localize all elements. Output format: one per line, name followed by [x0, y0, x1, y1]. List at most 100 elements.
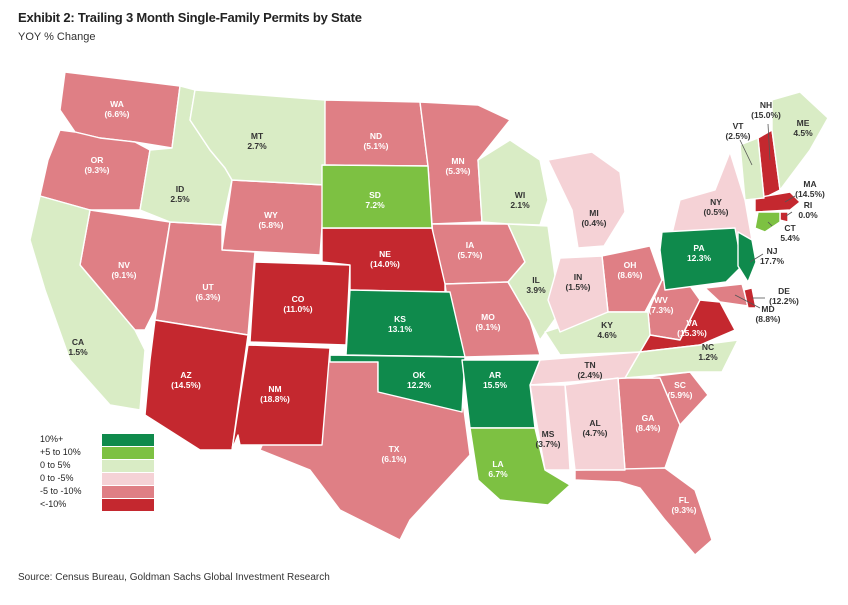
label-va-abbr: VA	[686, 318, 697, 328]
label-ut-abbr: UT	[202, 282, 214, 292]
state-MI	[547, 151, 626, 249]
label-in-abbr: IN	[574, 272, 583, 282]
svg-text:UT(6.3%): UT (6.3%)	[195, 282, 220, 302]
svg-text:TN(2.4%): TN (2.4%)	[577, 360, 602, 380]
label-mt-abbr: MT	[251, 131, 264, 141]
svg-text:CO(11.0%): CO (11.0%)	[283, 294, 312, 314]
label-vt-value: (2.5%)	[725, 131, 750, 141]
label-sc-abbr: SC	[674, 380, 686, 390]
label-wi-value: 2.1%	[510, 200, 530, 210]
label-wv-abbr: WV	[654, 295, 668, 305]
label-ma-value: (14.5%)	[795, 189, 825, 199]
map-legend: 10%+ +5 to 10% 0 to 5% 0 to -5% -5 to -1…	[40, 433, 155, 511]
label-ri-abbr: RI	[804, 200, 813, 210]
label-ny-abbr: NY	[710, 197, 722, 207]
label-de-value: (12.2%)	[769, 296, 799, 306]
legend-item: 0 to 5%	[40, 459, 155, 472]
label-tn-value: (2.4%)	[577, 370, 602, 380]
label-la-value: 6.7%	[488, 469, 508, 479]
svg-text:CA1.5%: CA 1.5%	[68, 337, 88, 357]
svg-text:WV(7.3%): WV (7.3%)	[648, 295, 673, 315]
label-mn-value: (5.3%)	[445, 166, 470, 176]
svg-text:KY4.6%: KY 4.6%	[597, 320, 617, 340]
label-mo-abbr: MO	[481, 312, 495, 322]
label-ne-value: (14.0%)	[370, 259, 400, 269]
label-az-value: (14.5%)	[171, 380, 201, 390]
svg-text:MT2.7%: MT 2.7%	[247, 131, 267, 151]
state-WI	[477, 139, 549, 226]
state-VT	[739, 137, 765, 201]
label-in-value: (1.5%)	[565, 282, 590, 292]
svg-text:FL(9.3%): FL (9.3%)	[671, 495, 696, 515]
state-AR	[461, 359, 541, 429]
leader-line-nh	[767, 123, 771, 161]
label-md-value: (8.8%)	[755, 314, 780, 324]
label-ia-abbr: IA	[466, 240, 475, 250]
label-nd-value: (5.1%)	[363, 141, 388, 151]
svg-text:IA(5.7%): IA (5.7%)	[457, 240, 482, 260]
label-il-abbr: IL	[532, 275, 540, 285]
legend-item: <-10%	[40, 498, 155, 511]
svg-text:ME4.5%: ME 4.5%	[793, 118, 813, 138]
label-ut-value: (6.3%)	[195, 292, 220, 302]
state-MS	[529, 384, 571, 471]
label-co-value: (11.0%)	[283, 304, 312, 314]
svg-text:MO(9.1%): MO (9.1%)	[475, 312, 500, 332]
state-ME	[771, 91, 829, 191]
leader-line-ct	[767, 221, 773, 227]
svg-text:WY(5.8%): WY (5.8%)	[258, 210, 283, 230]
label-ri-value: 0.0%	[798, 210, 818, 220]
svg-text:RI0.0%: RI 0.0%	[798, 200, 818, 220]
label-ga-abbr: GA	[642, 413, 655, 423]
legend-label: <-10%	[40, 499, 67, 509]
label-ky-abbr: KY	[601, 320, 613, 330]
state-CT	[754, 211, 781, 233]
legend-label: +5 to 10%	[40, 447, 81, 457]
svg-text:MD(8.8%): MD (8.8%)	[755, 304, 780, 324]
svg-text:MN(5.3%): MN (5.3%)	[445, 156, 470, 176]
svg-text:ID2.5%: ID 2.5%	[170, 184, 190, 204]
label-co-abbr: CO	[292, 294, 305, 304]
label-mi-abbr: MI	[589, 208, 598, 218]
label-md-abbr: MD	[761, 304, 774, 314]
label-ok-abbr: OK	[413, 370, 427, 380]
state-IN	[547, 255, 609, 333]
label-pa-abbr: PA	[693, 243, 704, 253]
label-ca-value: 1.5%	[68, 347, 88, 357]
label-ny-value: (0.5%)	[703, 207, 728, 217]
label-vt-abbr: VT	[733, 121, 745, 131]
label-or-abbr: OR	[91, 155, 104, 165]
label-ca-abbr: CA	[72, 337, 84, 347]
svg-text:ND(5.1%): ND (5.1%)	[363, 131, 388, 151]
label-nj-abbr: NJ	[767, 246, 778, 256]
legend-swatch	[102, 460, 154, 472]
svg-text:NV(9.1%): NV (9.1%)	[111, 260, 136, 280]
label-ky-value: 4.6%	[597, 330, 617, 340]
svg-text:NH(15.0%): NH (15.0%)	[751, 100, 781, 120]
leader-line-ri	[785, 211, 793, 217]
label-az-abbr: AZ	[180, 370, 191, 380]
svg-text:TX(6.1%): TX (6.1%)	[381, 444, 406, 464]
label-wy-value: (5.8%)	[258, 220, 283, 230]
legend-swatch	[102, 434, 154, 446]
label-ma-abbr: MA	[803, 179, 816, 189]
label-nm-abbr: NM	[268, 384, 281, 394]
label-wa-abbr: WA	[110, 99, 124, 109]
label-va-value: (15.3%)	[677, 328, 707, 338]
label-al-abbr: AL	[589, 418, 600, 428]
state-IL	[507, 223, 561, 341]
chart-subtitle: YOY % Change	[18, 31, 96, 43]
label-ct-abbr: CT	[784, 223, 796, 233]
svg-text:AZ(14.5%): AZ (14.5%)	[171, 370, 201, 390]
label-oh-value: (8.6%)	[617, 270, 642, 280]
label-nm-value: (18.8%)	[260, 394, 290, 404]
label-sc-value: (5.9%)	[667, 390, 692, 400]
state-NM	[231, 344, 331, 451]
label-nv-value: (9.1%)	[111, 270, 136, 280]
